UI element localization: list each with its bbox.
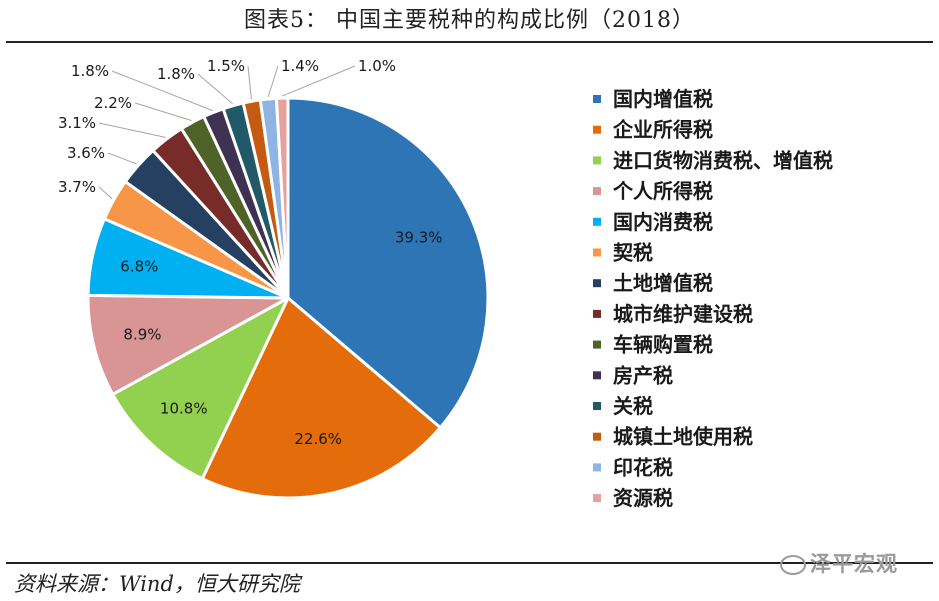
pie-slice xyxy=(111,296,290,481)
wechat-icon xyxy=(780,555,806,575)
leader-line xyxy=(111,70,213,112)
legend-label: 土地增值税 xyxy=(613,271,713,295)
legend-label: 车辆购置税 xyxy=(613,333,713,357)
legend-swatch xyxy=(593,432,601,441)
slice-label: 39.3% xyxy=(395,229,443,247)
slice-label: 3.1% xyxy=(58,114,96,132)
slice-label: 22.6% xyxy=(294,430,342,448)
legend-label: 国内增值税 xyxy=(613,87,713,111)
leader-line xyxy=(98,186,113,200)
watermark: 泽平宏观 xyxy=(780,548,898,578)
slice-label: 3.7% xyxy=(58,178,96,196)
legend-swatch xyxy=(593,371,601,380)
legend-swatch xyxy=(593,156,601,165)
slice-label: 8.9% xyxy=(123,325,161,343)
legend-label: 印花税 xyxy=(613,455,673,479)
legend-swatch xyxy=(593,309,601,318)
bottom-divider xyxy=(6,562,933,564)
slice-label: 3.6% xyxy=(67,144,105,162)
slice-label: 6.8% xyxy=(120,257,158,275)
legend-swatch xyxy=(593,279,601,288)
slice-label: 1.4% xyxy=(281,57,319,75)
top-divider xyxy=(6,41,933,43)
legend-label: 资源税 xyxy=(613,486,673,510)
legend-swatch xyxy=(593,402,601,410)
legend-swatch xyxy=(593,125,601,134)
slice-label: 2.2% xyxy=(94,94,132,112)
leader-line xyxy=(247,65,252,100)
leader-line xyxy=(107,152,137,165)
leader-line xyxy=(267,65,279,98)
legend-swatch xyxy=(593,248,601,257)
leader-line xyxy=(134,102,192,121)
legend-label: 城市维护建设税 xyxy=(613,302,753,326)
pie-slice xyxy=(86,293,290,396)
pie-slices xyxy=(86,96,490,500)
chart-title: 图表5： 中国主要税种的构成比例（2018） xyxy=(244,8,695,33)
pie-labels: 39.3% 22.6% 10.8% 8.9% 6.8% 3.7% 3.6% 3.1% 2.2% 1… xyxy=(58,57,443,448)
leader-line xyxy=(197,73,233,105)
legend-label: 个人所得税 xyxy=(612,179,713,203)
leader-line xyxy=(282,65,356,97)
slice-label: 10.8% xyxy=(160,400,208,418)
legend-label: 契税 xyxy=(612,241,653,265)
pie-slice xyxy=(200,296,442,500)
legend-swatch xyxy=(593,217,601,226)
slice-label: 1.5% xyxy=(207,57,245,75)
slice-label: 1.8% xyxy=(157,65,195,83)
slice-label: 1.8% xyxy=(71,62,109,80)
slice-label: 1.0% xyxy=(358,57,396,75)
legend-label: 房产税 xyxy=(613,363,673,387)
legend-swatch xyxy=(593,95,601,103)
legend-swatch xyxy=(593,494,601,503)
pie-slice xyxy=(274,96,290,300)
legend-label: 进口货物消费税、增值税 xyxy=(613,148,833,172)
legend-label: 国内消费税 xyxy=(613,210,713,234)
legend-label: 城镇土地使用税 xyxy=(613,425,753,449)
legend-swatch xyxy=(593,340,601,349)
leader-line xyxy=(98,122,166,138)
legend-swatch xyxy=(593,187,601,196)
legend: 国内增值税企业所得税进口货物消费税、增值税个人所得税国内消费税契税土地增值税城市… xyxy=(593,87,833,510)
source-note: 资料来源：Wind，恒大研究院 xyxy=(14,572,300,596)
watermark-text: 泽平宏观 xyxy=(810,552,898,576)
legend-swatch xyxy=(593,463,601,472)
legend-label: 关税 xyxy=(613,394,653,418)
legend-label: 企业所得税 xyxy=(612,118,713,142)
pie-slice xyxy=(286,96,490,430)
